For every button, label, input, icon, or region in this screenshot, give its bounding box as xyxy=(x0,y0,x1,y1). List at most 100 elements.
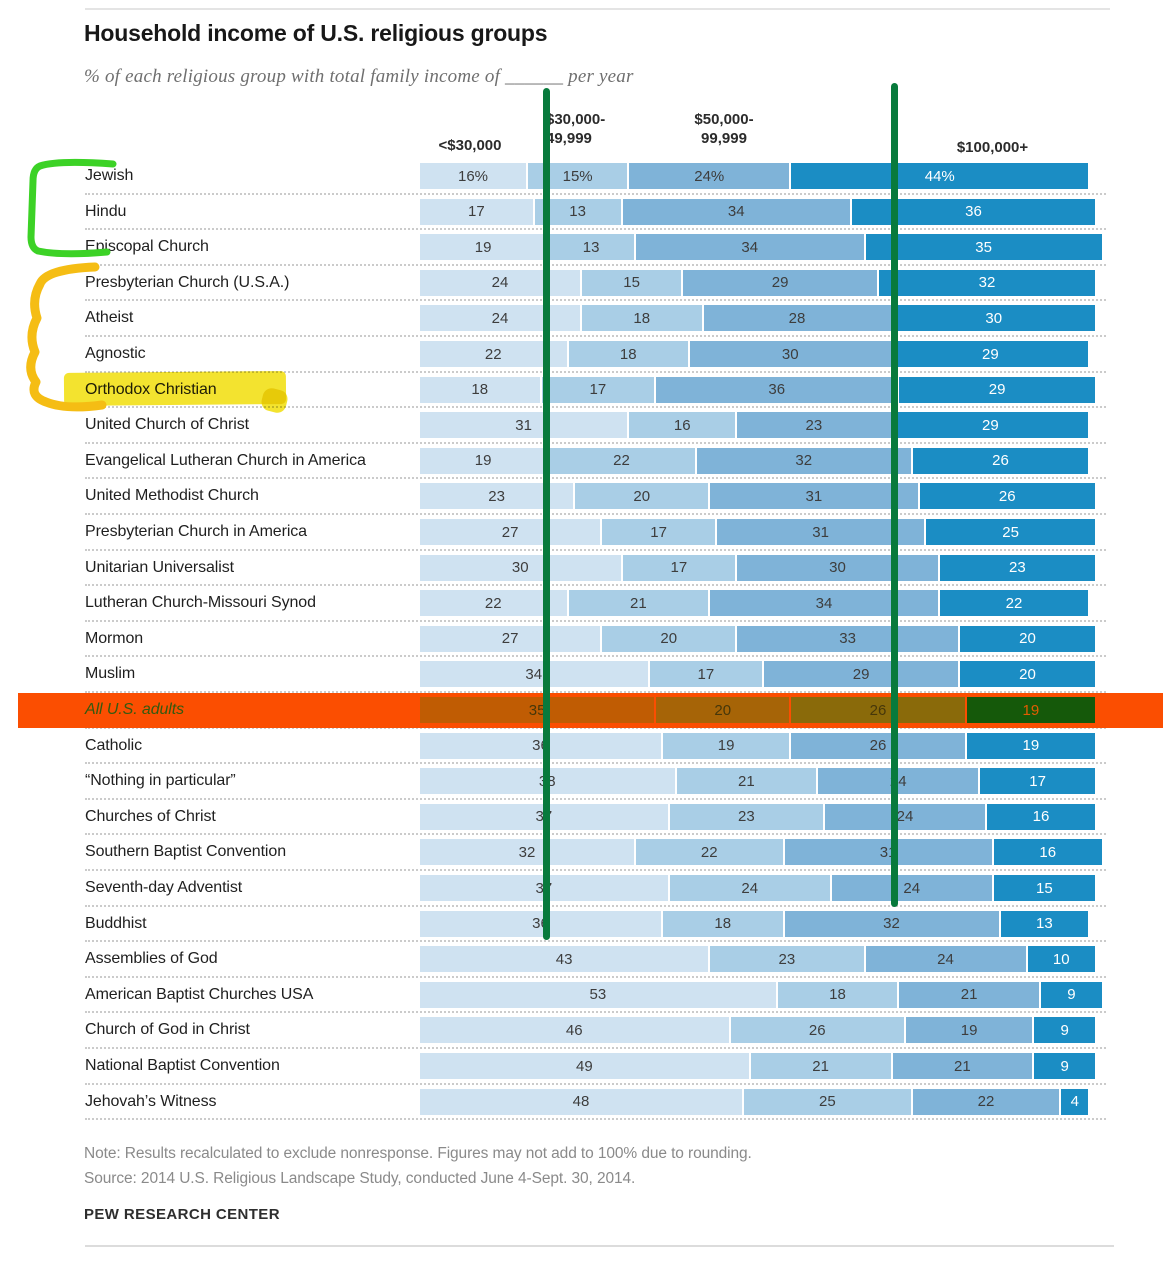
row-label: Buddhist xyxy=(85,914,147,932)
row-label: Catholic xyxy=(85,736,143,754)
bar-segment: 32 xyxy=(696,447,911,474)
bar-segment: 36 xyxy=(420,732,661,759)
chart-row: United Church of Christ 31 16 23 29 xyxy=(0,412,1163,439)
bar-segment: 15 xyxy=(582,269,682,296)
bar-segment: 19 xyxy=(420,234,547,261)
top-rule xyxy=(85,8,1110,10)
bar-segment: 20 xyxy=(960,625,1095,652)
bar-segment: 27 xyxy=(420,519,601,545)
row-label: Southern Baptist Convention xyxy=(85,843,286,861)
bar-segment: 22 xyxy=(939,590,1089,617)
bar-segment: 23 xyxy=(420,483,574,510)
row-label: Presbyterian Church in America xyxy=(85,523,307,540)
row-label: National Baptist Convention xyxy=(85,1057,280,1074)
row-label: Churches of Christ xyxy=(85,807,216,825)
chart-row: Muslim 34 17 29 20 xyxy=(0,661,1163,688)
chart-row: Buddhist 36 18 32 13 xyxy=(0,910,1163,937)
row-separator xyxy=(85,263,1106,266)
bar-segment: 17 xyxy=(649,661,763,688)
bar-segment: 22 xyxy=(420,341,567,367)
bar-segment: 24 xyxy=(865,946,1026,973)
chart-row: Assemblies of God 43 23 24 10 xyxy=(0,946,1163,973)
bar-segment: 13 xyxy=(548,234,634,261)
row-label: Agnostic xyxy=(85,345,146,362)
bar-segment: 20 xyxy=(960,661,1095,688)
row-label: “Nothing in particular” xyxy=(85,772,236,790)
chart-row: Orthodox Christian 18 17 36 29 xyxy=(0,376,1163,403)
bar-segment: 53 xyxy=(420,981,776,1008)
chart-row: Unitarian Universalist 30 17 30 23 xyxy=(0,554,1163,581)
bar-segment: 22 xyxy=(420,590,567,617)
bar-segment: 24% xyxy=(629,163,790,189)
column-header-100k-plus: $100,000+ xyxy=(956,139,1029,156)
bar-segment: 32 xyxy=(879,269,1095,296)
row-separator xyxy=(85,869,1106,871)
bar-segment: 16% xyxy=(420,163,526,189)
bar-segment: 24 xyxy=(831,875,992,901)
bar-segment: 20 xyxy=(656,697,790,723)
bar-segment: 25 xyxy=(926,519,1095,545)
column-header-50k-100k: $50,000- 99,999 xyxy=(694,111,754,147)
bar-segment: 9 xyxy=(1034,1053,1095,1079)
bar-segment: 46 xyxy=(420,1017,729,1044)
bar-segment: 17 xyxy=(541,376,655,403)
bar-segment: 17 xyxy=(622,554,736,581)
bar-segment: 26 xyxy=(912,447,1089,474)
bar-segment: 22 xyxy=(912,1088,1060,1115)
row-label: Presbyterian Church (U.S.A.) xyxy=(85,273,290,291)
bar-segment: 13 xyxy=(1000,910,1089,937)
bar-segment: 32 xyxy=(784,910,999,937)
row-label: Atheist xyxy=(85,309,134,327)
bar-segment: 23 xyxy=(939,554,1095,581)
row-separator xyxy=(85,940,1106,943)
row-label: United Church of Christ xyxy=(85,416,249,434)
bar-segment: 24 xyxy=(818,768,979,795)
bar-segment: 23 xyxy=(737,412,891,439)
bar-segment: 31 xyxy=(420,412,628,439)
bar-segment: 17 xyxy=(420,198,533,225)
chart-row: All U.S. adults 35 20 26 19 xyxy=(0,697,1163,723)
bar-segment: 9 xyxy=(1034,1017,1095,1044)
chart-title: Household income of U.S. religious group… xyxy=(84,20,548,46)
chart-row: Agnostic 22 18 30 29 xyxy=(0,341,1163,367)
row-label: Episcopal Church xyxy=(85,238,209,256)
row-separator xyxy=(85,228,1106,231)
bar-segment: 29 xyxy=(764,661,958,688)
bar-segment: 36 xyxy=(420,910,661,937)
bar-segment: 31 xyxy=(784,839,992,866)
bar-segment: 25 xyxy=(744,1088,911,1115)
bar-segment: 21 xyxy=(892,1053,1033,1079)
row-label: United Methodist Church xyxy=(85,487,259,505)
note-text: Note: Results recalculated to exclude no… xyxy=(84,1145,752,1162)
chart-row: Evangelical Lutheran Church in America 19… xyxy=(0,447,1163,474)
column-header-under-30k: <$30,000 xyxy=(438,137,502,154)
row-label: Muslim xyxy=(85,665,136,683)
chart-row: Southern Baptist Convention 32 22 31 16 xyxy=(0,839,1163,866)
bar-segment: 19 xyxy=(966,732,1095,759)
bar-segment: 37 xyxy=(420,875,668,901)
bar-segment: 26 xyxy=(730,1017,904,1044)
bar-segment: 44% xyxy=(791,163,1089,189)
row-separator xyxy=(85,797,1106,800)
chart-row: United Methodist Church 23 20 31 26 xyxy=(0,483,1163,510)
bar-segment: 19 xyxy=(966,697,1095,723)
bar-segment: 21 xyxy=(676,768,817,795)
bar-segment: 30 xyxy=(892,305,1095,332)
bar-segment: 35 xyxy=(420,697,655,723)
bar-segment: 30 xyxy=(420,554,621,581)
row-separator xyxy=(85,370,1106,373)
bar-segment: 36 xyxy=(852,198,1095,225)
bar-segment: 21 xyxy=(899,981,1039,1008)
bar-segment: 31 xyxy=(710,483,918,510)
row-label: Assemblies of God xyxy=(85,950,218,968)
bar-segment: 21 xyxy=(568,590,709,617)
bar-segment: 29 xyxy=(892,341,1089,367)
row-separator xyxy=(85,299,1106,302)
chart-subtitle: % of each religious group with total fam… xyxy=(84,66,634,87)
row-separator xyxy=(85,1011,1106,1014)
bar-segment: 27 xyxy=(420,625,601,652)
bar-segment: 38 xyxy=(420,768,675,795)
row-separator xyxy=(85,619,1106,622)
bar-segment: 35 xyxy=(865,234,1102,261)
